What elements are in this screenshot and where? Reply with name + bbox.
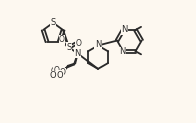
Text: O: O xyxy=(59,68,65,77)
Text: O: O xyxy=(75,38,81,48)
Text: N: N xyxy=(121,25,127,34)
Text: S: S xyxy=(66,43,72,52)
Text: O: O xyxy=(50,71,56,80)
Text: O: O xyxy=(53,66,59,75)
Text: O: O xyxy=(60,69,66,78)
Text: O: O xyxy=(59,35,65,45)
Text: S: S xyxy=(51,18,56,27)
Text: N: N xyxy=(95,40,101,49)
Text: O: O xyxy=(50,67,56,76)
Text: N: N xyxy=(119,47,125,56)
Text: N: N xyxy=(74,49,81,58)
Text: O: O xyxy=(57,71,63,80)
